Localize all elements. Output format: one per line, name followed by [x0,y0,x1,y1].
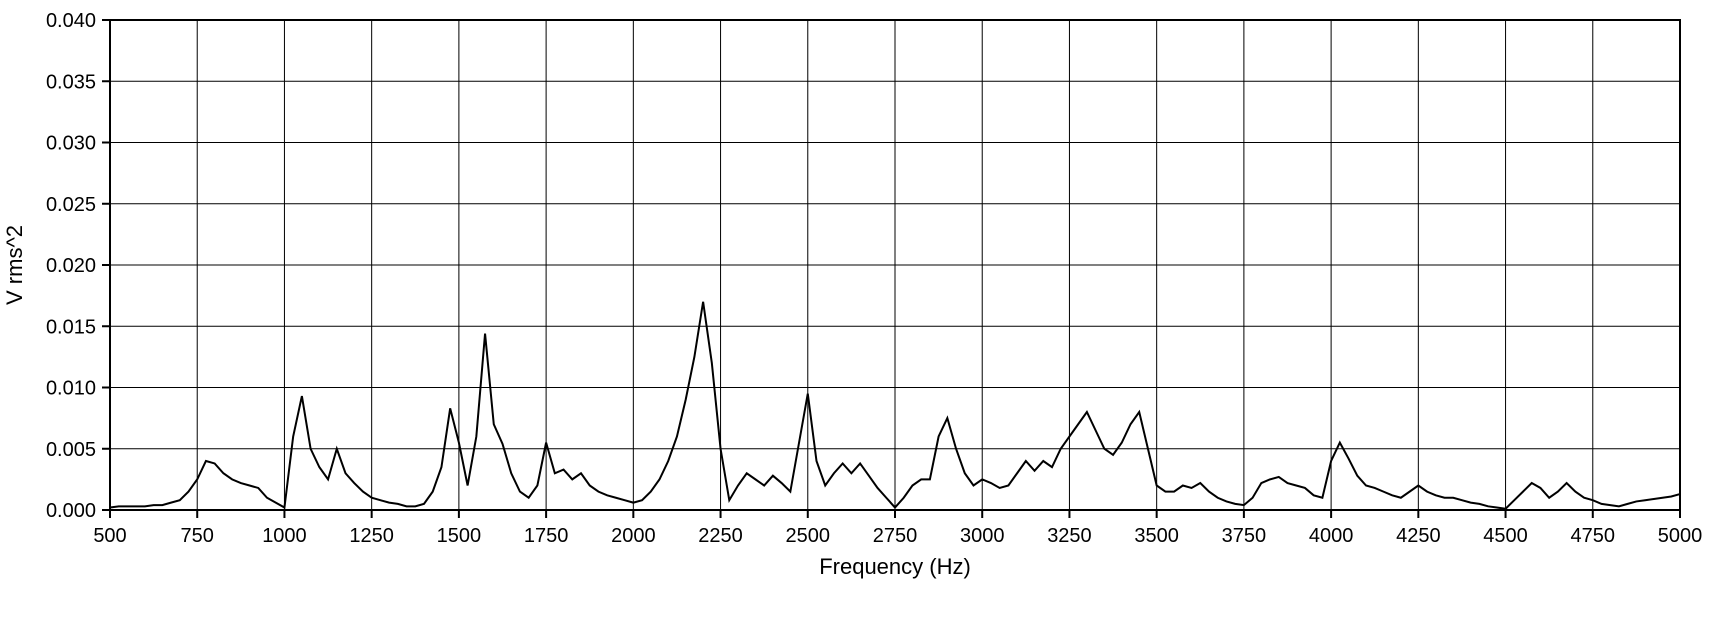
x-tick-label: 3750 [1222,525,1267,547]
y-tick-label: 0.020 [46,255,96,277]
x-tick-label: 3250 [1047,525,1092,547]
x-tick-label: 4750 [1571,525,1616,547]
x-tick-label: 2500 [786,525,831,547]
x-tick-label: 750 [181,525,214,547]
x-axis-label: Frequency (Hz) [819,554,971,579]
x-tick-label: 2000 [611,525,656,547]
y-tick-label: 0.030 [46,133,96,155]
y-tick-label: 0.025 [46,194,96,216]
y-tick-label: 0.010 [46,378,96,400]
x-tick-label: 1000 [262,525,307,547]
y-axis-label: V rms^2 [2,225,27,305]
x-tick-label: 3000 [960,525,1005,547]
y-tick-label: 0.015 [46,316,96,338]
x-tick-label: 1750 [524,525,569,547]
x-tick-label: 4250 [1396,525,1441,547]
x-tick-label: 500 [93,525,126,547]
spectrum-chart: 500 750 1000 1250 1500 1750 2000 2250 2500 2750 30… [0,0,1718,620]
x-tick-label: 1250 [349,525,394,547]
y-tick-label: 0.040 [46,10,96,32]
x-tick-label: 2750 [873,525,918,547]
x-tick-label: 3500 [1134,525,1179,547]
y-tick-label: 0.005 [46,439,96,461]
x-tick-label: 1500 [437,525,482,547]
x-tick-label: 4000 [1309,525,1354,547]
x-tick-label: 5000 [1658,525,1703,547]
x-tick-label: 2250 [698,525,743,547]
x-tick-label: 4500 [1483,525,1528,547]
y-tick-label: 0.035 [46,71,96,93]
y-tick-label: 0.000 [46,500,96,522]
